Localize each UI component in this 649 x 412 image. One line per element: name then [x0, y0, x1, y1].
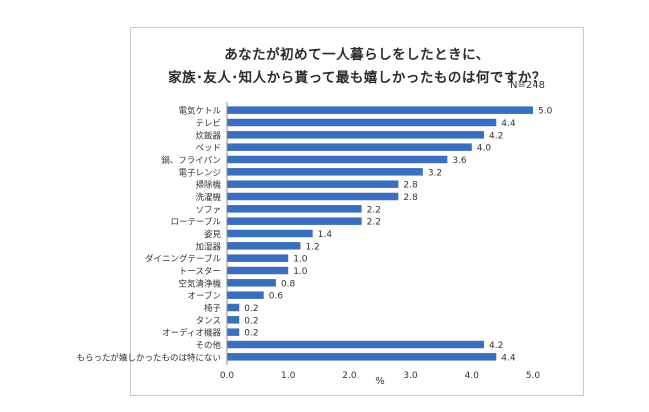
value-label: 0.2: [244, 304, 258, 314]
category-label: トースター: [179, 267, 221, 277]
bar: [227, 279, 276, 287]
category-label: オーブン: [188, 291, 222, 302]
bar: [227, 168, 423, 176]
bar: [227, 143, 472, 151]
category-label: 椅子: [204, 303, 222, 314]
value-label: 0.8: [281, 279, 296, 289]
value-label: 0.6: [269, 292, 284, 302]
chart-title-line1: あなたが初めて一人暮らしをしたときに、: [224, 47, 490, 63]
x-tick-label: 0.0: [220, 371, 235, 381]
value-label: 4.4: [501, 119, 516, 129]
x-tick-label: 3.0: [403, 371, 418, 381]
category-label: もらったが嬉しかったものは特にない: [76, 352, 221, 363]
bar: [227, 291, 264, 299]
bar: [227, 266, 289, 275]
value-label: 1.0: [293, 255, 308, 265]
category-label: ローテーブル: [171, 217, 222, 228]
x-tick-label: 2.0: [342, 371, 357, 381]
bar: [227, 192, 399, 201]
value-label: 1.4: [318, 230, 333, 240]
bar: [227, 254, 289, 262]
category-label: 洗濯機: [195, 192, 221, 203]
category-label: 空気清浄機: [178, 278, 221, 289]
category-label: 加湿器: [195, 241, 221, 252]
category-label: 姿見: [204, 229, 222, 240]
value-label: 2.2: [367, 205, 381, 215]
value-label: 2.8: [403, 181, 418, 191]
category-label: 電気ケトル: [178, 106, 221, 117]
category-label: 電子レンジ: [178, 168, 221, 178]
bar: [227, 303, 240, 312]
category-label: テレビ: [195, 119, 221, 129]
value-label: 2.2: [367, 218, 381, 228]
x-axis-label: %: [375, 376, 385, 387]
category-label: ベッド: [195, 144, 221, 154]
bar: [227, 205, 362, 213]
bar: [227, 217, 362, 225]
bar: [227, 242, 301, 250]
bar: [227, 131, 485, 139]
category-label: タンス: [196, 316, 221, 326]
value-label: 0.2: [244, 329, 258, 339]
x-tick-label: 5.0: [526, 371, 541, 381]
bar: [227, 353, 497, 361]
category-label: 鍋、フライパン: [161, 155, 221, 166]
bar: [227, 180, 399, 188]
value-label: 4.0: [477, 144, 492, 154]
bar: [227, 106, 533, 114]
value-label: 4.2: [489, 341, 503, 351]
x-tick-label: 4.0: [465, 371, 480, 381]
x-tick-label: 1.0: [281, 371, 296, 381]
value-label: 0.2: [244, 316, 258, 326]
value-label: 3.6: [452, 156, 467, 166]
bar: [227, 155, 448, 164]
value-label: 5.0: [538, 107, 553, 117]
value-labels: 5.0 4.4 4.2 4.0 3.6 3.2 2.8 2.8 2.2 2.2 1.4 1.2 1.0 1…: [244, 107, 552, 364]
axis-layer: 0.0 1.0 2.0 3.0 4.0 5.0: [220, 102, 541, 381]
bar: [227, 229, 313, 238]
value-label: 1.2: [305, 242, 319, 252]
value-label: 4.4: [501, 353, 516, 363]
category-label: 炊飯器: [195, 130, 221, 141]
bar: [227, 340, 485, 349]
category-label: ダイニングテーブル: [145, 254, 221, 265]
category-label: ソファ: [195, 205, 221, 215]
value-label: 3.2: [428, 168, 442, 178]
value-label: 4.2: [489, 131, 503, 141]
category-labels: 電気ケトルテレビ炊飯器ベッド鍋、フライパン電子レンジ掃除機洗濯機ソファローテーブ…: [76, 106, 221, 364]
bars-layer: [227, 106, 533, 361]
bar: [227, 316, 240, 324]
category-label: オーディオ機器: [162, 328, 221, 339]
bar: [227, 118, 497, 127]
bar: [227, 328, 240, 336]
chart-title-line2: 家族･友人･知人から貰って最も嬉しかったものは何ですか？: [168, 70, 546, 86]
sample-size-label: N=248: [510, 80, 545, 91]
category-label: その他: [195, 340, 221, 351]
value-label: 2.8: [403, 193, 418, 203]
category-label: 掃除機: [195, 180, 221, 191]
value-label: 1.0: [293, 267, 308, 277]
